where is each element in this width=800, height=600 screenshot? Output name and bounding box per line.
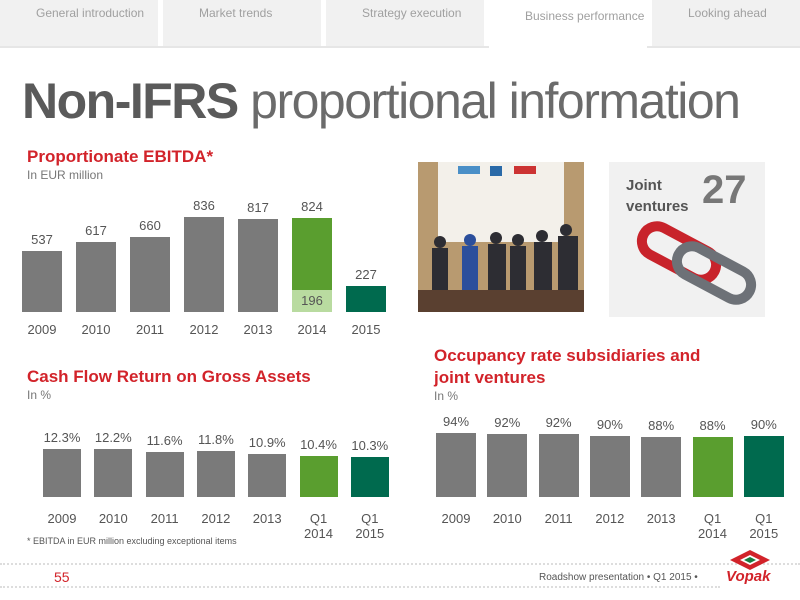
value-label: 10.9% <box>248 435 286 451</box>
value-label: 92% <box>494 415 521 431</box>
x-tick-label: 2014 <box>297 322 327 337</box>
jv-count: 27 <box>702 168 747 212</box>
value-label: 12.2% <box>94 430 132 446</box>
presentation: Roadshow presentation <box>539 572 645 583</box>
x-tick-label: 2012 <box>595 511 625 526</box>
bar <box>299 456 338 497</box>
chart-subtitle: In EUR million <box>27 168 104 182</box>
x-tick-label: 2011 <box>136 322 164 337</box>
bar <box>692 437 733 497</box>
nav-tab[interactable]: Strategy execution <box>326 0 484 46</box>
chain-icon <box>636 221 757 305</box>
chart-title: Proportionate EBITDA* <box>27 147 214 166</box>
bar <box>487 434 528 497</box>
value-label: 660 <box>139 218 161 233</box>
value-label: 90% <box>750 416 777 432</box>
x-tick-label: 2015 <box>351 322 381 337</box>
x-tick-label: Q1 2015 <box>355 511 385 541</box>
bar <box>248 454 287 497</box>
value-label: 88% <box>699 418 726 434</box>
x-tick-label: Q1 2014 <box>304 511 333 541</box>
period: Q1 2015 <box>653 572 692 583</box>
bar <box>94 449 133 497</box>
value-label: 88% <box>648 418 675 434</box>
x-tick-label: 2013 <box>646 511 676 526</box>
value-label: 227 <box>355 267 377 283</box>
jv-label: Joint ventures <box>626 177 689 215</box>
photo <box>418 162 584 312</box>
value-label: 92% <box>545 415 572 431</box>
x-tick-label: 2009 <box>27 322 57 337</box>
chart-subtitle: In % <box>27 388 52 402</box>
value-label: 90% <box>596 416 623 432</box>
bar <box>436 433 476 497</box>
x-tick-label: 2011 <box>544 511 573 526</box>
bar <box>43 449 81 497</box>
x-tick-label: 2010 <box>98 511 128 526</box>
value-label: 617 <box>85 222 107 238</box>
bar <box>538 434 579 497</box>
value-label: 12.3% <box>43 430 81 445</box>
bar <box>743 435 784 497</box>
bar <box>184 217 224 312</box>
bar <box>196 450 235 497</box>
value-label: 836 <box>193 198 215 213</box>
bar <box>350 456 389 497</box>
value-label: 10.3% <box>351 437 389 453</box>
x-tick-label: 2012 <box>201 511 231 526</box>
page-number: 55 <box>54 569 70 585</box>
x-tick-label: 2010 <box>492 511 522 526</box>
x-tick-label: 2013 <box>243 322 273 337</box>
chart-title: Occupancy rate subsidiaries and joint ve… <box>434 346 701 387</box>
joint-ventures-card: Joint ventures 27 <box>609 162 765 317</box>
footer-dots <box>0 563 800 565</box>
chart-subtitle: In % <box>434 389 459 403</box>
inner-bar <box>292 289 332 312</box>
inner-value-label: 196 <box>301 292 323 308</box>
logo-mark <box>730 550 770 570</box>
x-tick-label: 2011 <box>150 511 179 526</box>
footnote: * EBITDA in EUR million excluding except… <box>27 536 237 546</box>
value-label: 11.8% <box>197 431 234 447</box>
nav-tab[interactable]: Market trends <box>163 0 321 46</box>
bar <box>641 437 682 497</box>
x-tick-label: 2013 <box>252 511 282 526</box>
bar <box>346 286 386 312</box>
bar <box>589 435 630 497</box>
value-label: 94% <box>442 414 470 429</box>
x-tick-label: Q1 2014 <box>698 511 727 541</box>
footer-text: Roadshow presentation • Q1 2015 • <box>539 572 698 583</box>
title-bold: Non-IFRS <box>22 73 239 129</box>
x-tick-label: 2012 <box>189 322 219 337</box>
bar <box>130 237 170 312</box>
nav-rule <box>0 46 800 48</box>
bar <box>76 241 116 312</box>
nav-tab[interactable]: Business performance <box>489 0 647 50</box>
value-label: 10.4% <box>300 437 337 453</box>
footer-dots <box>0 586 720 588</box>
x-tick-label: 2010 <box>81 322 111 337</box>
chart-title: Cash Flow Return on Gross Assets <box>27 367 311 386</box>
title-rest: proportional information <box>250 73 741 129</box>
value-label: 817 <box>247 200 269 216</box>
bar <box>22 250 62 312</box>
logo-text: Vopak <box>726 568 771 585</box>
bar <box>238 219 278 312</box>
slide-title: Non-IFRS proportional information <box>22 72 741 130</box>
x-tick-label: 2009 <box>441 511 471 526</box>
value-label: 11.6% <box>146 432 183 448</box>
value-label: 537 <box>31 231 53 247</box>
x-tick-label: 2009 <box>47 511 77 526</box>
nav-tab[interactable]: General introduction <box>0 0 158 46</box>
x-tick-label: Q1 2015 <box>749 511 779 541</box>
bar <box>145 451 184 497</box>
nav-tab[interactable]: Looking ahead <box>652 0 800 46</box>
value-label: 824 <box>301 199 323 215</box>
